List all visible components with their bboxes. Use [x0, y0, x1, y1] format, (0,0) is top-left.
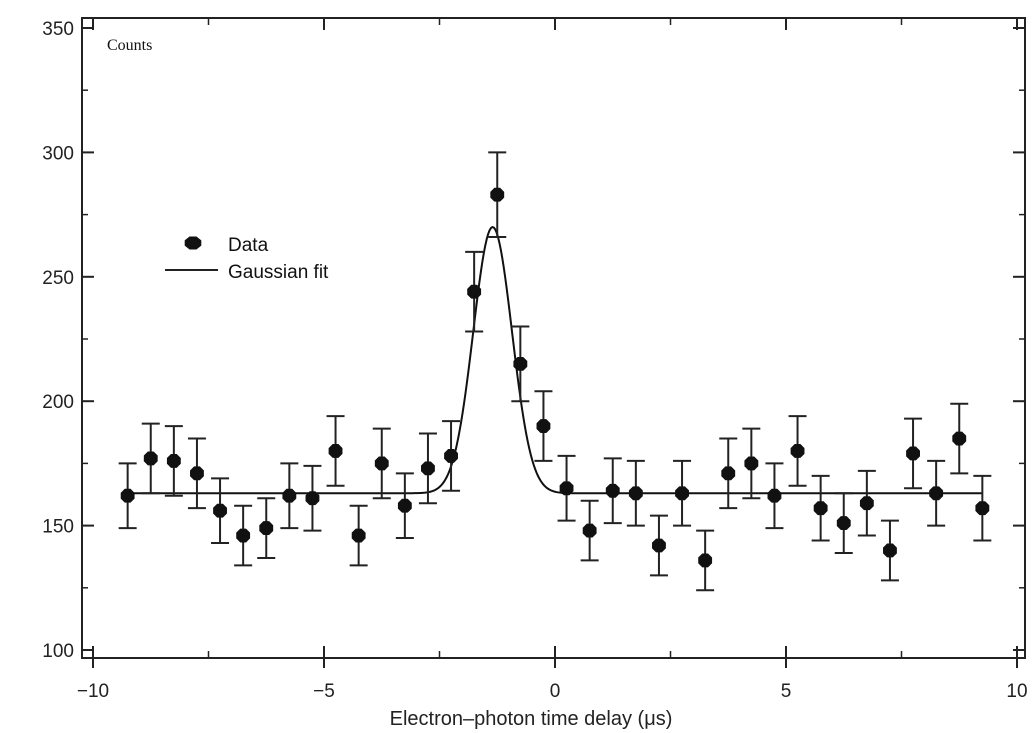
x-tick-label: 10	[1006, 681, 1027, 702]
data-point	[927, 459, 946, 527]
data-marker	[605, 483, 620, 498]
data-point	[280, 462, 299, 530]
data-marker	[374, 456, 389, 471]
y-tick-label: 100	[42, 641, 74, 662]
data-point	[673, 459, 692, 527]
data-point	[187, 437, 206, 510]
data-point	[904, 417, 923, 490]
data-marker	[236, 528, 251, 543]
data-marker	[628, 486, 643, 501]
data-point	[257, 497, 276, 559]
data-point	[211, 477, 230, 545]
data-marker	[305, 491, 320, 506]
data-point	[603, 457, 622, 525]
data-points-layer	[118, 151, 992, 592]
data-marker	[698, 553, 713, 568]
data-point	[973, 474, 992, 542]
legend-fit-label: Gaussian fit	[228, 262, 329, 283]
data-marker	[421, 461, 435, 476]
data-marker	[883, 543, 897, 558]
data-point	[857, 469, 876, 537]
data-marker	[859, 496, 874, 511]
x-tick-label: −5	[313, 681, 335, 702]
data-point	[557, 454, 576, 522]
plot-frame	[81, 17, 1026, 659]
data-point	[326, 415, 345, 487]
data-point	[788, 415, 807, 487]
data-point	[534, 390, 553, 462]
data-marker	[444, 449, 458, 463]
data-point	[834, 492, 853, 554]
data-point	[950, 402, 969, 475]
data-point	[880, 519, 899, 582]
x-tick-label: −10	[77, 681, 109, 702]
legend: Data Gaussian fit	[165, 235, 329, 283]
data-marker	[467, 284, 482, 299]
y-tick-label: 150	[42, 517, 74, 538]
data-marker	[536, 419, 551, 434]
y-axis: 100 150 200 250 300 350	[42, 19, 1025, 662]
data-point	[118, 462, 137, 530]
data-marker	[952, 431, 967, 446]
plot-border	[81, 17, 1026, 659]
data-marker	[767, 488, 782, 503]
data-point	[626, 459, 645, 527]
data-point	[811, 474, 830, 542]
data-point	[234, 504, 253, 567]
data-marker	[143, 451, 158, 466]
data-point	[141, 422, 160, 495]
data-point	[395, 472, 414, 540]
data-marker	[513, 356, 528, 371]
data-marker	[282, 488, 297, 503]
data-point	[372, 427, 391, 500]
data-point	[511, 325, 530, 403]
y-tick-label: 350	[42, 19, 74, 40]
data-point	[719, 437, 738, 510]
data-point	[488, 151, 507, 238]
data-point	[418, 432, 437, 505]
data-point	[580, 499, 599, 562]
data-marker	[328, 444, 343, 458]
data-marker	[975, 501, 990, 516]
y-tick-label: 200	[42, 392, 74, 413]
y-tick-label: 250	[42, 268, 74, 289]
data-marker	[213, 503, 227, 518]
data-point	[303, 464, 322, 532]
data-point	[442, 420, 461, 492]
data-point	[696, 529, 715, 592]
data-marker	[906, 446, 920, 461]
legend-data-label: Data	[228, 235, 269, 256]
data-marker	[790, 444, 805, 458]
x-axis-title: Electron–photon time delay (μs)	[390, 708, 673, 730]
counts-label: Counts	[107, 37, 152, 54]
y-tick-label: 300	[42, 143, 74, 164]
data-point	[765, 462, 784, 530]
legend-data-marker	[184, 236, 202, 250]
data-point	[164, 425, 183, 497]
data-point	[649, 514, 668, 577]
x-tick-label: 5	[781, 681, 792, 702]
data-point	[742, 427, 761, 500]
data-marker	[397, 498, 412, 513]
data-marker	[652, 538, 666, 553]
x-tick-label: 0	[550, 681, 561, 702]
data-marker	[744, 456, 759, 471]
data-point	[349, 504, 368, 567]
data-marker	[721, 466, 736, 481]
data-marker	[120, 488, 135, 503]
data-marker	[813, 501, 828, 516]
data-marker	[166, 453, 181, 468]
data-marker	[351, 528, 366, 543]
data-marker	[582, 523, 597, 538]
data-marker	[929, 486, 944, 501]
data-marker	[490, 187, 505, 202]
data-marker	[190, 466, 204, 481]
data-marker	[836, 516, 851, 531]
data-marker	[259, 521, 274, 536]
data-point	[465, 250, 484, 333]
data-marker	[675, 486, 689, 501]
data-marker	[559, 481, 574, 496]
x-axis: −10 −5 0 5 10	[77, 18, 1028, 702]
